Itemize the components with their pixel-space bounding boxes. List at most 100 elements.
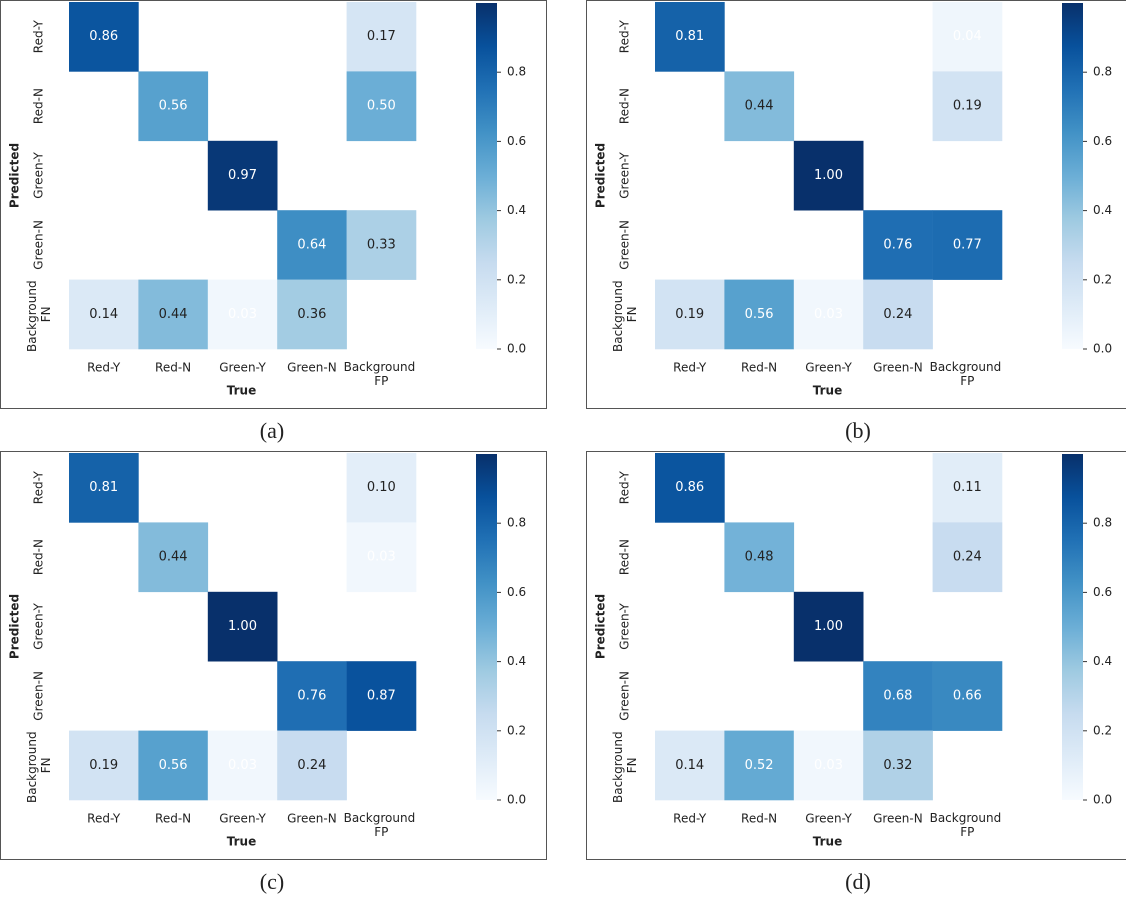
colorbar-tick-label: 0.6 [1093, 585, 1112, 599]
cell [207, 279, 278, 350]
cell [277, 279, 347, 350]
cell-label: 0.14 [675, 758, 704, 773]
y-tick-label: Red-Y [618, 471, 632, 505]
cell-label: 0.19 [89, 758, 118, 773]
cell-label: 0.11 [953, 480, 982, 495]
panel: 0.86 0.17 0.56 0.50 0.97 0.64 0.33 0.14 0.44 0.03… [0, 0, 547, 409]
cell-label: 0.24 [297, 758, 326, 773]
y-tick-label: Background FN [24, 277, 52, 352]
cell-label: 1.00 [814, 168, 843, 183]
cell [207, 730, 278, 801]
x-tick-label: Red-Y [87, 812, 121, 826]
x-tick-label: Red-Y [673, 361, 707, 375]
cell [793, 279, 864, 350]
colorbar-tick-label: 0.4 [1093, 203, 1112, 217]
cell [346, 2, 417, 72]
caption: (c) [260, 869, 284, 894]
cell-label: 0.52 [745, 758, 774, 773]
x-tick-label: Background FP [930, 810, 1005, 838]
y-tick-label: Red-N [32, 88, 46, 124]
cell [655, 730, 725, 801]
y-tick-label: Green-Y [32, 603, 46, 650]
cell-label: 0.33 [367, 237, 396, 252]
x-tick-label: Green-Y [805, 812, 852, 826]
cell [207, 591, 278, 662]
x-tick-label: Green-N [873, 361, 923, 375]
caption: (b) [845, 418, 871, 443]
cell-label: 0.44 [745, 99, 774, 114]
cell [138, 71, 209, 142]
cell [793, 140, 864, 211]
cell [932, 210, 1003, 280]
cell [69, 453, 139, 523]
y-tick-label: Red-Y [618, 20, 632, 54]
panel: 0.81 0.04 0.44 0.19 1.00 0.76 0.77 0.19 0.56 0.03… [586, 0, 1126, 409]
cell-label: 0.03 [228, 758, 257, 773]
y-tick-label: Green-Y [618, 152, 632, 199]
cell-label: 0.04 [953, 29, 982, 44]
y-tick-label: Background FN [610, 728, 638, 803]
colorbar-tick-label: 0.2 [1093, 723, 1112, 737]
cell-label: 0.81 [89, 480, 118, 495]
panel: 0.86 0.11 0.48 0.24 1.00 0.68 0.66 0.14 0.52 0.03… [586, 451, 1126, 860]
colorbar [1062, 454, 1083, 800]
y-tick-label: Green-N [618, 220, 632, 270]
colorbar [476, 3, 497, 349]
cell-label: 0.56 [159, 99, 188, 114]
cell-label: 0.03 [367, 550, 396, 565]
y-axis-label: Predicted [8, 594, 22, 659]
cell [863, 279, 933, 350]
cell [138, 730, 209, 801]
cell [69, 2, 139, 72]
y-tick-label: Red-Y [32, 20, 46, 54]
x-tick-label: Green-Y [219, 812, 266, 826]
colorbar-tick-label: 0.8 [1093, 65, 1112, 79]
x-tick-label: Green-N [287, 361, 337, 375]
cell-label: 1.00 [228, 619, 257, 634]
cell-label: 0.77 [953, 237, 982, 252]
cell [277, 210, 347, 280]
x-axis-label: True [227, 835, 256, 849]
colorbar-tick-label: 0.2 [1093, 272, 1112, 286]
cell [793, 730, 864, 801]
colorbar-tick-label: 0.0 [507, 793, 526, 807]
cell-label: 0.24 [953, 550, 982, 565]
x-tick-label: Red-N [155, 361, 191, 375]
cell [69, 279, 139, 350]
colorbar-tick-label: 0.6 [507, 134, 526, 148]
y-axis-label: Predicted [594, 594, 608, 659]
cell [277, 661, 347, 731]
x-tick-label: Red-N [741, 812, 777, 826]
cell [69, 730, 139, 801]
cell-label: 0.66 [953, 688, 982, 703]
x-tick-label: Red-Y [87, 361, 121, 375]
colorbar-tick-label: 0.4 [507, 203, 526, 217]
cell-label: 0.03 [814, 307, 843, 322]
colorbar-tick-label: 0.4 [507, 654, 526, 668]
cell-label: 0.17 [367, 29, 396, 44]
cell-label: 0.56 [745, 307, 774, 322]
cell-label: 0.76 [883, 237, 912, 252]
x-axis-label: True [227, 384, 256, 398]
cell-label: 0.86 [675, 480, 704, 495]
cell-label: 0.19 [953, 99, 982, 114]
panel-frame [586, 0, 1126, 409]
cell [863, 661, 933, 731]
cell-label: 0.03 [228, 307, 257, 322]
cell [346, 453, 417, 523]
colorbar-tick-label: 0.6 [507, 585, 526, 599]
cell [863, 210, 933, 280]
cell [346, 210, 417, 280]
cell [346, 661, 417, 731]
y-tick-label: Red-N [618, 539, 632, 575]
cell-label: 0.76 [297, 688, 326, 703]
cell-label: 0.68 [883, 688, 912, 703]
x-axis-label: True [813, 835, 842, 849]
cell [932, 71, 1003, 142]
colorbar-tick-label: 0.0 [507, 342, 526, 356]
cell-label: 0.81 [675, 29, 704, 44]
cell [138, 279, 209, 350]
cell-label: 0.36 [297, 307, 326, 322]
cell-label: 0.50 [367, 99, 396, 114]
colorbar-tick-label: 0.4 [1093, 654, 1112, 668]
